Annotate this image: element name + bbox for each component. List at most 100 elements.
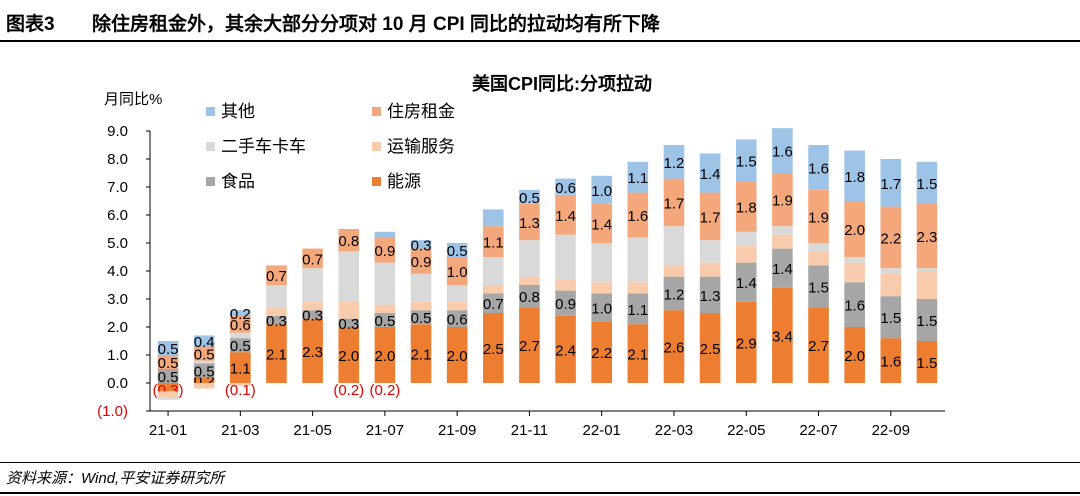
- bar-segment-energy: [338, 327, 360, 383]
- bar-segment-food: [446, 310, 468, 327]
- data-label-shelter: 0.9: [374, 243, 395, 260]
- chart-title: 美国CPI同比:分项拉动: [472, 73, 652, 94]
- bar-segment-transport-services: [844, 262, 865, 283]
- bar-segment-shelter: [808, 189, 829, 243]
- bar-segment-transport-services: [808, 251, 829, 266]
- data-label-energy: 2.7: [519, 338, 540, 355]
- bar-segment-shelter: [482, 226, 504, 257]
- data-label-other: 0.5: [158, 341, 179, 358]
- bar-segment-transport-services: [446, 301, 468, 311]
- data-label-used-cars-trucks: (0.2): [369, 382, 400, 399]
- bar-segment-used-cars-trucks: [808, 243, 829, 252]
- data-label-shelter: 0.8: [338, 233, 359, 250]
- bar-segment-transport-services: [555, 279, 576, 291]
- bar-segment-other: [844, 150, 865, 201]
- data-label-energy: 2.6: [664, 340, 685, 357]
- bar-segment-shelter: [844, 201, 865, 257]
- bar-segment-energy: [302, 318, 323, 383]
- bar-segment-transport-services: [519, 276, 540, 285]
- x-tick-label: 21-09: [438, 422, 476, 439]
- y-tick-label: 8.0: [107, 151, 128, 168]
- x-tick-label: 22-07: [799, 422, 837, 439]
- bar-segment-transport-services: [193, 383, 215, 389]
- data-label-food: 0.3: [266, 313, 287, 330]
- data-label-other: 1.5: [917, 176, 938, 193]
- bar-segment-energy: [880, 338, 902, 383]
- bar-segment-other: [374, 231, 396, 238]
- data-label-used-cars-trucks: (0.2): [333, 382, 364, 399]
- bar-segment-shelter: [374, 237, 396, 263]
- legend-swatch-energy: [372, 177, 381, 186]
- x-tick-label: 22-01: [583, 422, 621, 439]
- bar-segment-energy: [627, 324, 649, 383]
- bar-segment-used-cars-trucks: [663, 226, 685, 266]
- bar-segment-transport-services: [663, 265, 685, 277]
- data-label-other: 0.5: [519, 190, 540, 207]
- data-label-energy: 2.0: [374, 348, 395, 365]
- bar-segment-used-cars-trucks: [230, 332, 251, 339]
- bar-segment-other: [193, 335, 215, 347]
- bar-segment-shelter: [663, 178, 685, 227]
- data-label-shelter: 1.4: [591, 216, 612, 233]
- data-label-shelter: 2.3: [917, 229, 938, 246]
- bar-segment-food: [916, 299, 938, 341]
- bar-segment-transport-services: [735, 245, 757, 263]
- bar-segment-shelter: [410, 248, 432, 274]
- data-label-shelter: 1.7: [700, 209, 721, 226]
- bar-segment-used-cars-trucks: [555, 234, 576, 280]
- footer-rule-bottom: [0, 492, 1080, 494]
- y-tick-label: 4.0: [107, 263, 128, 280]
- data-label-shelter: 0.7: [302, 251, 323, 268]
- data-label-food: 0.5: [374, 313, 395, 330]
- bar-segment-transport-services: [591, 282, 613, 294]
- data-label-food: 1.5: [880, 310, 901, 327]
- data-label-other: 1.4: [700, 166, 721, 183]
- bar-segment-other: [519, 189, 540, 204]
- data-label-food: 1.0: [591, 300, 612, 317]
- bar-segment-energy: [266, 324, 287, 383]
- data-label-shelter: 2.2: [880, 230, 901, 247]
- data-label-energy: 1.6: [880, 354, 901, 371]
- data-label-food: 1.5: [808, 279, 829, 296]
- bar-segment-transport-services: [410, 301, 432, 311]
- bar-segment-food: [627, 293, 649, 325]
- data-label-food: 0.5: [411, 310, 432, 327]
- figure-number: 图表3: [6, 14, 55, 35]
- bar-segment-used-cars-trucks: [302, 268, 323, 302]
- bar-segment-energy: [555, 315, 576, 383]
- legend-label-shelter: 住房租金: [387, 102, 455, 121]
- bar-segment-transport-services: [772, 234, 793, 249]
- y-tick-label: 6.0: [107, 207, 128, 224]
- bar-segment-energy: [808, 307, 829, 383]
- header-rule: [0, 40, 1080, 42]
- bar-segment-food: [410, 310, 432, 325]
- data-label-energy: 2.4: [555, 342, 576, 359]
- y-tick-label: 0.0: [107, 375, 128, 392]
- bar-segment-shelter: [193, 346, 215, 361]
- data-label-other: 0.5: [447, 243, 468, 260]
- bar-segment-energy: [844, 327, 865, 383]
- bar-segment-used-cars-trucks: [374, 262, 396, 305]
- bar-segment-other: [880, 159, 902, 207]
- data-label-shelter: 0.5: [158, 355, 179, 372]
- data-label-food: 0.9: [555, 296, 576, 313]
- bar-segment-used-cars-trucks: [157, 397, 179, 400]
- data-label-food: 0.5: [230, 338, 251, 355]
- data-label-food: 0.3: [302, 307, 323, 324]
- data-label-other: 0.4: [194, 334, 215, 351]
- legend-swatch-used-cars-trucks: [206, 142, 215, 151]
- data-label-energy: 2.1: [627, 347, 648, 364]
- y-tick-label: 2.0: [107, 319, 128, 336]
- data-label-energy: 2.5: [483, 341, 504, 358]
- bar-segment-shelter: [338, 229, 360, 252]
- bar-segment-food: [699, 276, 721, 313]
- x-tick-label: 21-03: [221, 422, 259, 439]
- bar-segment-used-cars-trucks: [410, 273, 432, 302]
- data-label-shelter: 1.6: [627, 208, 648, 225]
- bar-segment-energy: [374, 327, 396, 383]
- data-label-shelter: 1.8: [736, 200, 757, 217]
- bar-segment-energy: [772, 287, 793, 383]
- data-label-energy: 2.2: [591, 345, 612, 362]
- legend-label-other: 其他: [221, 102, 255, 121]
- y-tick-label: 5.0: [107, 235, 128, 252]
